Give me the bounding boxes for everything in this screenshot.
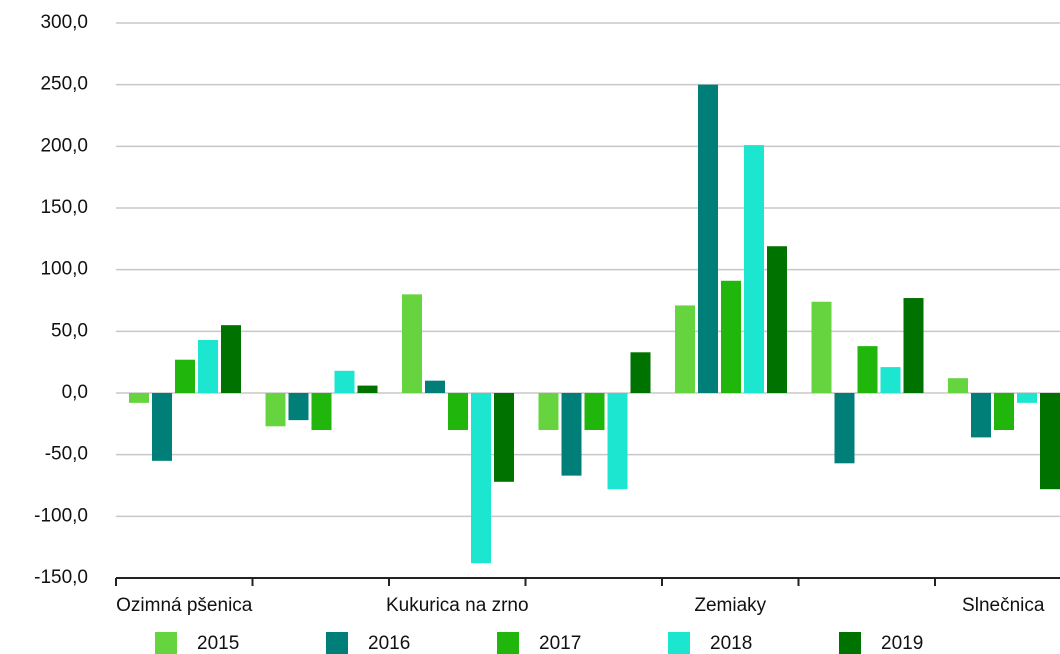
bar xyxy=(903,298,924,393)
legend-swatch xyxy=(497,632,519,654)
bar xyxy=(698,84,718,394)
bar xyxy=(584,393,605,430)
x-tick-label: Zemiaky xyxy=(694,595,766,616)
bar xyxy=(129,393,149,403)
bar xyxy=(288,393,309,421)
y-tick-label: -150,0 xyxy=(34,567,88,588)
bar xyxy=(561,393,582,476)
bar xyxy=(198,339,218,393)
y-tick-label: 100,0 xyxy=(40,259,88,280)
bar xyxy=(1017,393,1037,403)
y-tick-label: 50,0 xyxy=(51,320,88,341)
bar xyxy=(152,393,172,461)
bar xyxy=(425,380,445,393)
bar xyxy=(630,352,651,393)
bar xyxy=(767,246,787,393)
y-tick-label: 250,0 xyxy=(40,74,88,95)
legend-label: 2018 xyxy=(710,633,752,654)
bar xyxy=(811,301,832,393)
legend-swatch xyxy=(668,632,690,654)
legend-label: 2019 xyxy=(881,633,923,654)
legend-swatch xyxy=(839,632,861,654)
bar xyxy=(994,393,1014,430)
x-tick-label: Slnečnica xyxy=(962,595,1045,616)
x-tick-label: Ozimná pšenica xyxy=(116,595,253,616)
y-tick-label: 0,0 xyxy=(62,382,88,403)
bar xyxy=(880,367,901,393)
bar xyxy=(494,393,514,482)
legend-swatch xyxy=(155,632,177,654)
y-tick-label: -100,0 xyxy=(34,505,88,526)
bar xyxy=(221,325,241,393)
bar xyxy=(471,393,491,564)
bar xyxy=(402,294,422,393)
legend-label: 2015 xyxy=(197,633,239,654)
bar xyxy=(857,346,878,393)
bar xyxy=(971,393,991,438)
legend-label: 2016 xyxy=(368,633,410,654)
y-tick-label: 300,0 xyxy=(40,12,88,33)
bar xyxy=(675,305,695,393)
bar xyxy=(721,280,741,393)
bar xyxy=(948,378,968,393)
bar xyxy=(265,393,286,427)
x-tick-label: Kukurica na zrno xyxy=(386,595,529,616)
bar xyxy=(1040,393,1060,490)
bar xyxy=(311,393,332,430)
bar xyxy=(175,359,195,393)
bar xyxy=(538,393,559,430)
bar xyxy=(744,145,764,393)
y-tick-label: -50,0 xyxy=(45,444,88,465)
bar xyxy=(334,370,355,393)
legend-swatch xyxy=(326,632,348,654)
bar xyxy=(834,393,855,464)
bar xyxy=(448,393,468,430)
bar xyxy=(357,385,378,393)
bar xyxy=(607,393,628,490)
y-tick-label: 200,0 xyxy=(40,135,88,156)
y-tick-label: 150,0 xyxy=(40,197,88,218)
legend-label: 2017 xyxy=(539,633,581,654)
